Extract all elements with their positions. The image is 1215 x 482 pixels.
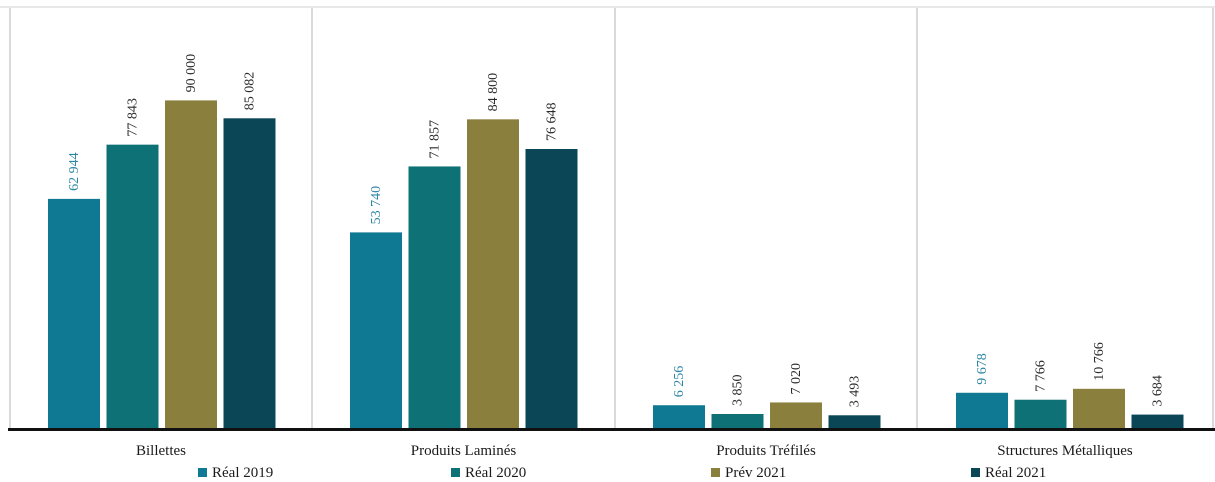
value-label-produits-trefiles-real-2021: 3 493 xyxy=(848,376,863,408)
bar-billettes-prev-2021 xyxy=(165,100,217,429)
legend-item-real-2019: Réal 2019 xyxy=(198,465,273,481)
value-label-billettes-prev-2021: 90 000 xyxy=(184,54,199,93)
legend-item-prev-2021: Prév 2021 xyxy=(711,465,786,481)
bar-produits-trefiles-real-2021 xyxy=(828,415,881,428)
category-label-billettes: Billettes xyxy=(136,443,186,459)
category-label-structures-metalliques: Structures Métalliques xyxy=(997,443,1133,459)
value-label-structures-metalliques-prev-2021: 10 766 xyxy=(1092,342,1107,381)
category-label-produits-lamines: Produits Laminés xyxy=(411,443,517,459)
legend: Réal 2019 Réal 2020 Prév 2021 Réal 2021 xyxy=(198,465,1046,481)
value-label-produits-trefiles-prev-2021: 7 020 xyxy=(789,363,804,395)
value-label-produits-lamines-real-2020: 71 857 xyxy=(428,120,443,159)
value-label-structures-metalliques-real-2020: 7 766 xyxy=(1034,360,1049,392)
bar-produits-lamines-real-2021 xyxy=(525,149,578,428)
bar-structures-metalliques-real-2020 xyxy=(1014,399,1067,428)
bar-billettes-real-2021 xyxy=(223,118,276,429)
value-label-produits-trefiles-real-2020: 3 850 xyxy=(731,374,746,406)
value-label-structures-metalliques-real-2021: 3 684 xyxy=(1151,375,1166,407)
value-label-produits-lamines-prev-2021: 84 800 xyxy=(486,73,501,112)
value-label-billettes-real-2021: 85 082 xyxy=(243,72,258,111)
bar-produits-lamines-real-2019 xyxy=(350,232,402,428)
bar-billettes-real-2019 xyxy=(48,198,100,428)
bar-billettes-real-2020 xyxy=(106,144,159,428)
value-label-produits-lamines-real-2019: 53 740 xyxy=(369,186,384,225)
value-label-produits-lamines-real-2021: 76 648 xyxy=(545,103,560,142)
bar-structures-metalliques-prev-2021 xyxy=(1073,388,1125,428)
legend-item-real-2020: Réal 2020 xyxy=(451,465,526,481)
bar-produits-trefiles-prev-2021 xyxy=(770,402,822,428)
category-labels-group: Billettes Produits Laminés Produits Tréfil… xyxy=(136,443,1133,459)
legend-item-real-2021: Réal 2021 xyxy=(971,465,1046,481)
value-label-produits-trefiles-real-2019: 6 256 xyxy=(672,366,687,398)
legend-swatch xyxy=(198,468,207,477)
bar-produits-lamines-prev-2021 xyxy=(467,119,519,428)
legend-label: Réal 2020 xyxy=(465,465,526,481)
legend-swatch xyxy=(711,468,720,477)
category-dividers xyxy=(9,8,1214,428)
legend-swatch xyxy=(971,468,980,477)
value-label-structures-metalliques-real-2019: 9 678 xyxy=(975,353,990,385)
bar-structures-metalliques-real-2019 xyxy=(956,392,1008,428)
category-label-produits-trefiles: Produits Tréfilés xyxy=(716,443,816,459)
bar-produits-trefiles-real-2019 xyxy=(653,405,705,428)
legend-label: Réal 2019 xyxy=(212,465,273,481)
bar-produits-trefiles-real-2020 xyxy=(711,413,764,428)
value-labels-group: 62 944 77 843 90 000 85 082 53 740 71 857 84 8… xyxy=(67,54,1166,407)
value-label-billettes-real-2019: 62 944 xyxy=(67,152,82,191)
value-label-billettes-real-2020: 77 843 xyxy=(126,98,141,137)
legend-label: Prév 2021 xyxy=(725,465,786,481)
bar-produits-lamines-real-2020 xyxy=(408,166,461,428)
legend-label: Réal 2021 xyxy=(985,465,1046,481)
bar-structures-metalliques-real-2021 xyxy=(1131,414,1184,428)
bars-group xyxy=(48,100,1184,429)
legend-swatch xyxy=(451,468,460,477)
